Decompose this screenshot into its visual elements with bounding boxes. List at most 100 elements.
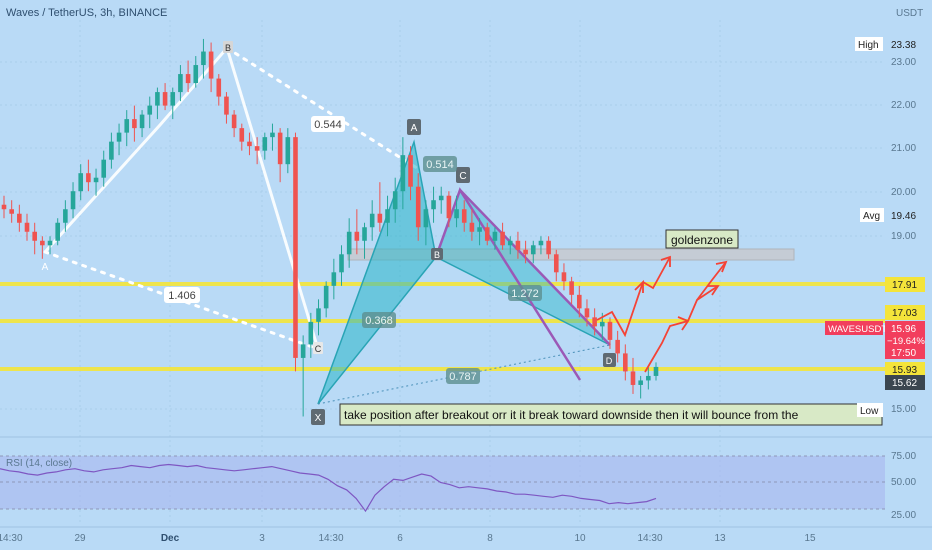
candle-body[interactable]	[431, 200, 436, 210]
candle-body[interactable]	[193, 65, 199, 84]
candle-body[interactable]	[484, 227, 490, 241]
candle-body[interactable]	[231, 114, 237, 129]
price-axis[interactable]: USDT 23.00 22.00 21.00 20.00 19.00 15.00…	[825, 8, 925, 417]
candle-body[interactable]	[70, 191, 76, 210]
candle-body[interactable]	[262, 137, 268, 151]
candle-body[interactable]	[132, 119, 137, 129]
candle-body[interactable]	[308, 321, 314, 345]
candle-body[interactable]	[147, 105, 153, 115]
time-label-10: 15	[804, 533, 816, 544]
candle-body[interactable]	[500, 231, 505, 246]
candle-body[interactable]	[300, 344, 306, 358]
candle-body[interactable]	[607, 321, 613, 340]
rsi-tick-50: 50.00	[891, 477, 916, 488]
candle-body[interactable]	[32, 231, 37, 241]
candle-body[interactable]	[24, 222, 30, 232]
candle-body[interactable]	[9, 209, 14, 214]
candle-body[interactable]	[316, 308, 321, 322]
candle-body[interactable]	[162, 92, 168, 106]
candle-body[interactable]	[477, 227, 482, 232]
candle-body[interactable]	[530, 245, 536, 255]
candle-body[interactable]	[270, 132, 275, 138]
candle-body[interactable]	[323, 285, 329, 309]
candle-body[interactable]	[446, 195, 452, 219]
candle-body[interactable]	[346, 231, 352, 255]
candle-body[interactable]	[569, 281, 574, 295]
candle-body[interactable]	[461, 209, 467, 223]
candle-body[interactable]	[277, 132, 283, 165]
candle-body[interactable]	[239, 128, 245, 142]
candle-body[interactable]	[385, 209, 390, 223]
candle-body[interactable]	[492, 231, 498, 241]
candle-body[interactable]	[178, 74, 183, 93]
candle-body[interactable]	[17, 213, 22, 223]
candle-body[interactable]	[638, 380, 643, 385]
candle-body[interactable]	[423, 209, 429, 228]
candle-body[interactable]	[101, 159, 107, 178]
candle-body[interactable]	[553, 254, 559, 273]
candle-body[interactable]	[584, 308, 590, 318]
candle-body[interactable]	[224, 96, 229, 115]
candle-body[interactable]	[47, 240, 53, 246]
candle-body[interactable]	[408, 155, 413, 187]
candle-body[interactable]	[285, 137, 291, 165]
candle-body[interactable]	[515, 240, 521, 250]
candle-body[interactable]	[623, 353, 628, 372]
candle-body[interactable]	[155, 92, 160, 106]
goldenzone-box[interactable]	[347, 248, 795, 261]
projection-arrows[interactable]	[596, 255, 728, 373]
candle-body[interactable]	[377, 213, 383, 223]
candle-body[interactable]	[592, 317, 597, 327]
rsi-panel[interactable]: RSI (14, close) 75.00 50.00 25.00	[0, 436, 932, 521]
time-label-9: 13	[714, 533, 726, 544]
candle-body[interactable]	[615, 339, 620, 354]
pattern-abc-white[interactable]	[43, 44, 422, 351]
candle-body[interactable]	[362, 227, 367, 241]
candle-body[interactable]	[216, 78, 222, 97]
candle-body[interactable]	[63, 209, 68, 223]
candle-body[interactable]	[170, 92, 176, 106]
candle-body[interactable]	[109, 141, 114, 160]
time-axis[interactable]: 14:30 29 Dec 3 14:30 6 8 10 14:30 13 15	[0, 526, 932, 544]
candle-body[interactable]	[538, 240, 544, 246]
candle-body[interactable]	[78, 173, 84, 192]
candle-body[interactable]	[576, 294, 582, 309]
candle-body[interactable]	[116, 132, 122, 142]
goldenzone-label-box[interactable]	[665, 229, 739, 249]
candle-body[interactable]	[469, 222, 475, 232]
candle-body[interactable]	[247, 141, 252, 147]
candle-body[interactable]	[438, 195, 444, 201]
time-label-7: 10	[574, 533, 586, 544]
candle-body[interactable]	[86, 173, 91, 183]
candle-body[interactable]	[392, 191, 398, 210]
candle-body[interactable]	[124, 119, 130, 133]
candle-body[interactable]	[254, 146, 260, 151]
candle-body[interactable]	[93, 177, 99, 183]
candle-body[interactable]	[208, 51, 214, 79]
candle-body[interactable]	[507, 240, 513, 246]
candle-body[interactable]	[415, 186, 421, 228]
candle-body[interactable]	[354, 231, 360, 241]
price-tick-19: 19.00	[891, 231, 916, 242]
candle-body[interactable]	[55, 222, 60, 241]
candle-body[interactable]	[139, 114, 145, 129]
candle-body[interactable]	[546, 240, 551, 255]
candle-body[interactable]	[293, 137, 298, 358]
candle-body[interactable]	[369, 213, 375, 228]
candle-body[interactable]	[185, 74, 191, 84]
candle-body[interactable]	[40, 240, 45, 246]
candle-body[interactable]	[201, 51, 206, 66]
candle-body[interactable]	[630, 371, 636, 385]
candle-body[interactable]	[1, 204, 7, 210]
candle-body[interactable]	[454, 209, 459, 219]
candle-body[interactable]	[339, 254, 344, 273]
candle-body[interactable]	[523, 249, 528, 255]
candle-body[interactable]	[400, 155, 406, 192]
candle-body[interactable]	[646, 375, 651, 381]
candle-body[interactable]	[600, 321, 605, 327]
time-label-3: 3	[259, 533, 265, 544]
candle-body[interactable]	[561, 272, 567, 282]
candle-body[interactable]	[653, 366, 659, 376]
candle-body[interactable]	[331, 272, 337, 286]
